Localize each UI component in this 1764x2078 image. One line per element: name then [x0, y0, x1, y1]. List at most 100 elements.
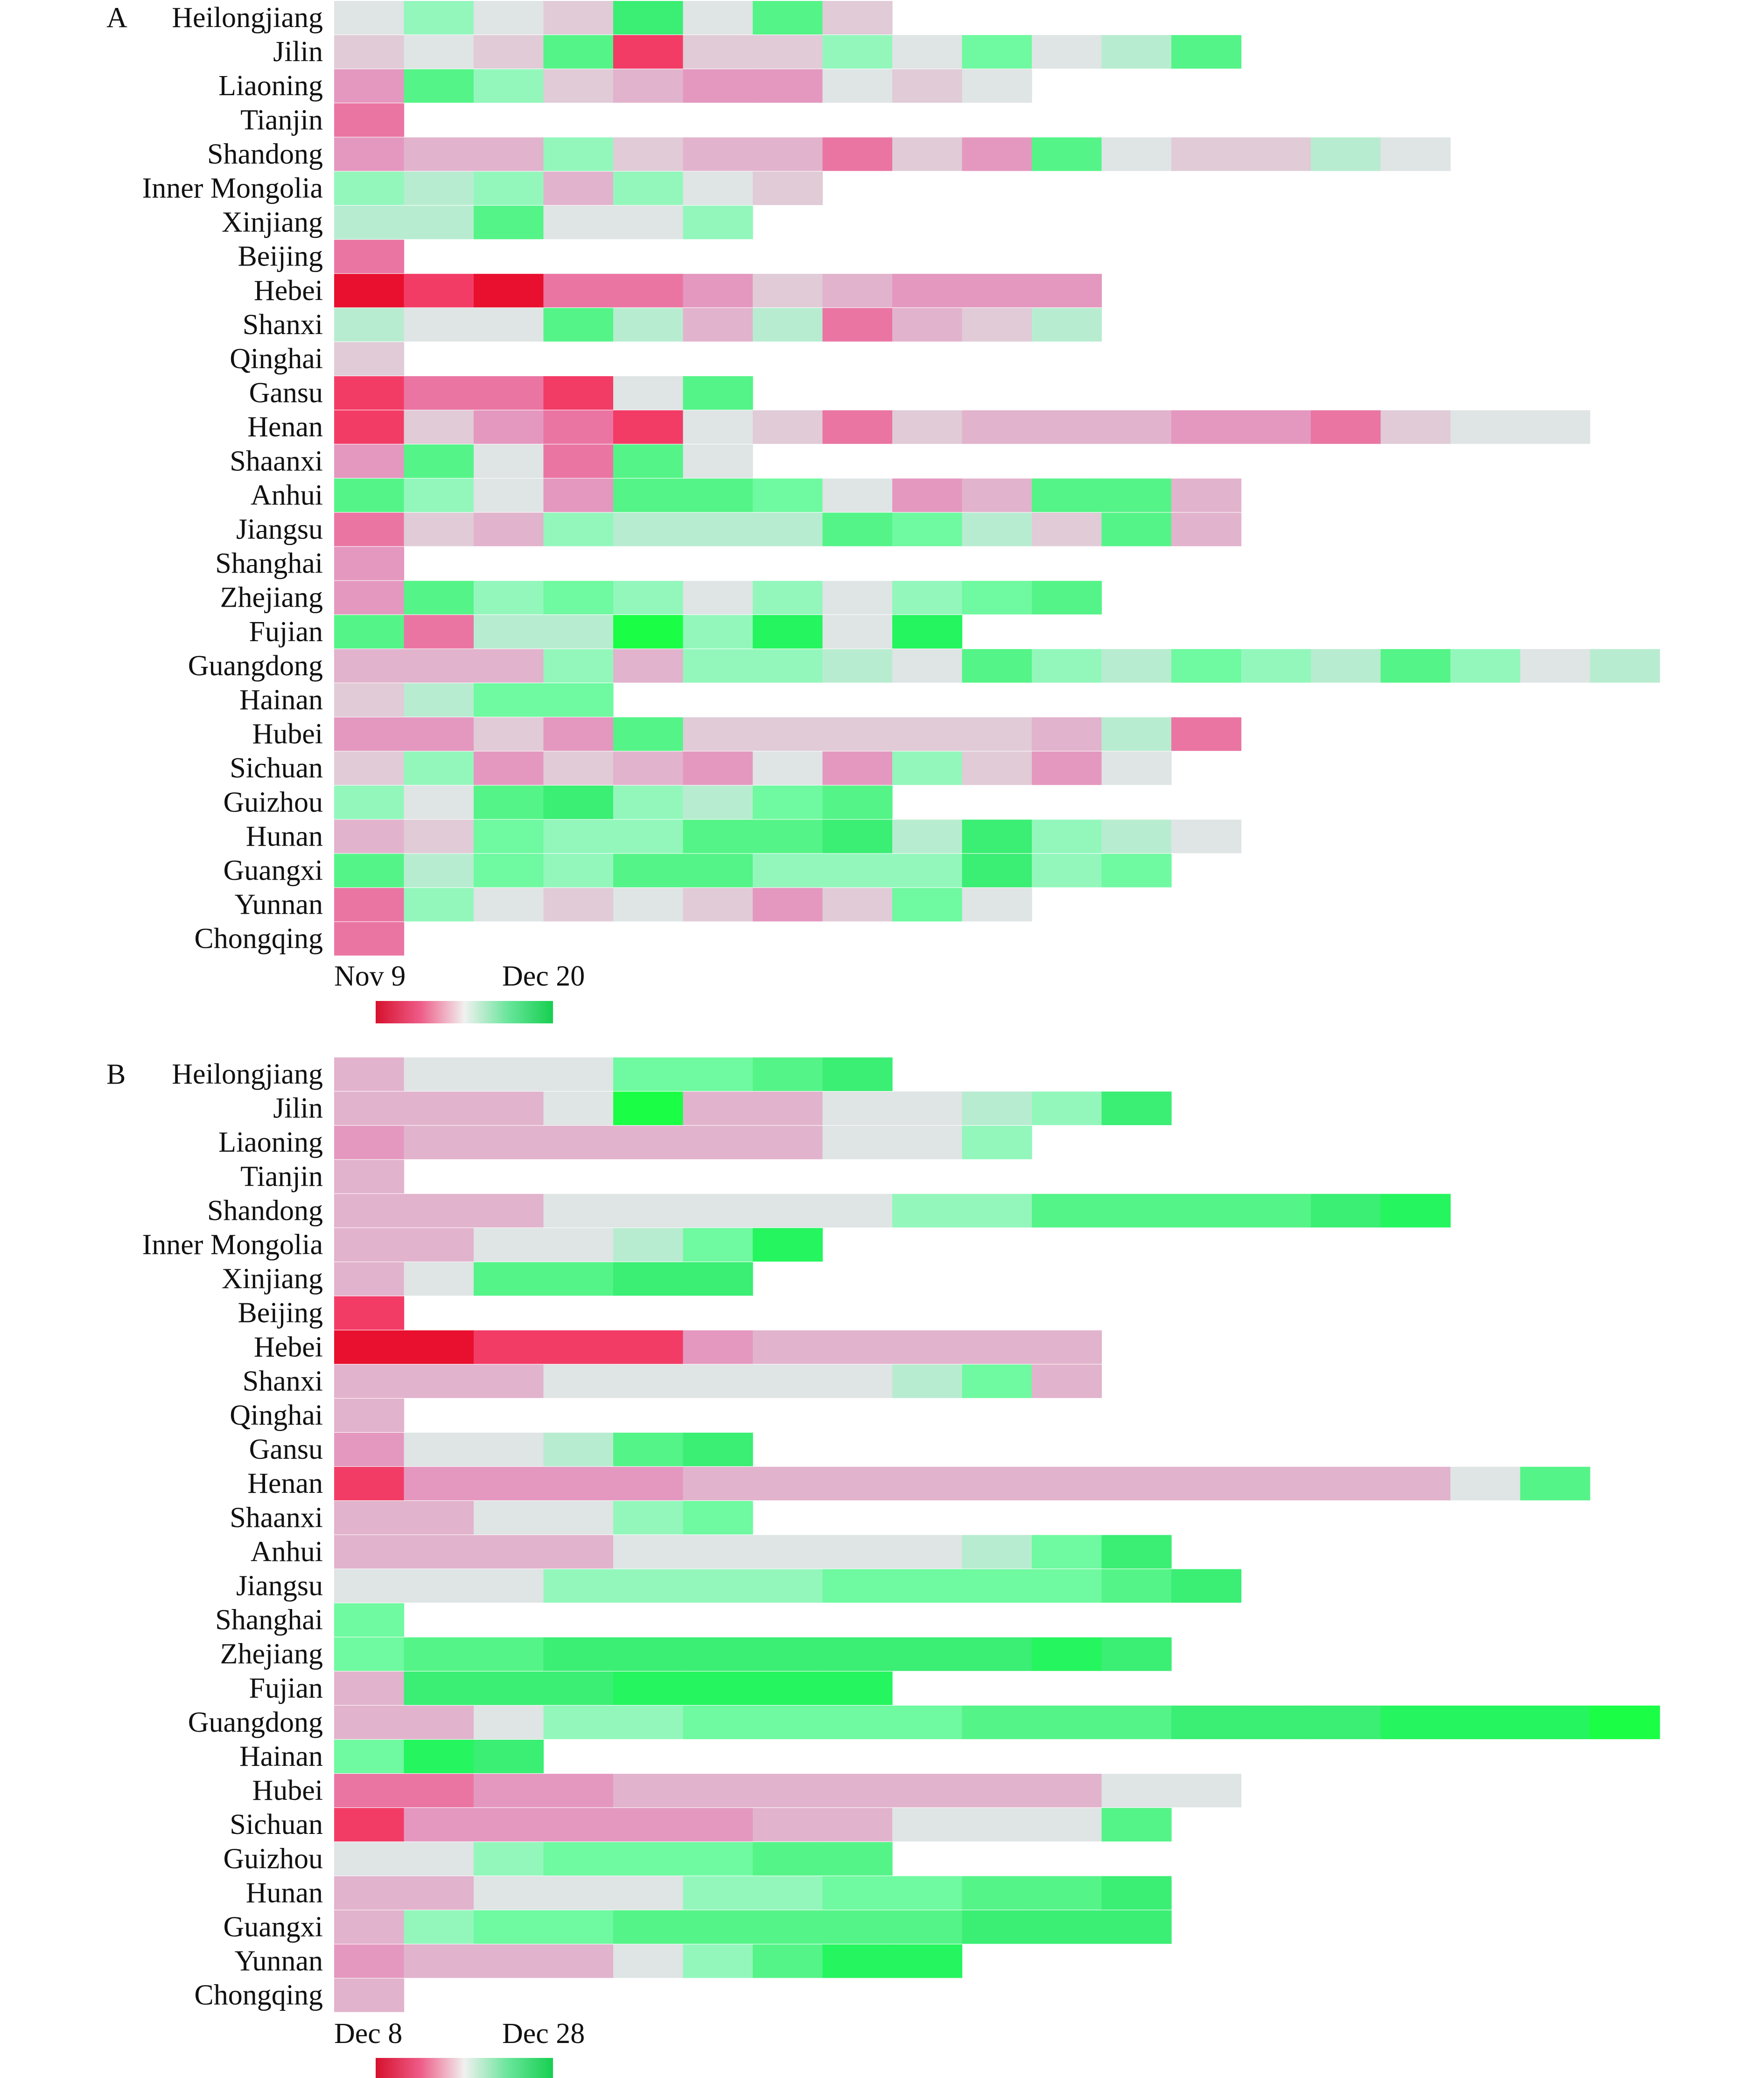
heatmap-cell [822, 581, 893, 615]
heatmap-cell [404, 410, 474, 444]
heatmap-cell [334, 581, 405, 615]
heatmap-cell [543, 1262, 614, 1296]
heatmap-cell [1171, 717, 1242, 751]
heatmap-cell [1101, 751, 1172, 785]
heatmap-cell [404, 717, 474, 751]
heatmap-cell [962, 581, 1032, 615]
heatmap-cell [404, 1808, 474, 1842]
heatmap-cell [753, 1774, 823, 1808]
heatmap-cell [1101, 717, 1172, 751]
heatmap-cell [474, 1535, 544, 1569]
heatmap-cell [753, 512, 823, 546]
heatmap-cell [474, 1501, 544, 1535]
heatmap-cell [613, 1535, 684, 1569]
heatmap-cell [613, 1467, 684, 1501]
heatmap-cell [1032, 1637, 1102, 1671]
heatmap-cell [683, 854, 753, 888]
heatmap-cell [892, 1194, 963, 1228]
heatmap-row: Hubei [252, 717, 1242, 751]
province-label: Shandong [207, 138, 323, 170]
heatmap-cell [1032, 512, 1102, 546]
heatmap-cell [683, 1, 753, 35]
heatmap-cell [334, 1262, 405, 1296]
heatmap-cell [753, 1842, 823, 1876]
heatmap-cell [334, 1433, 405, 1467]
heatmap-cell [753, 410, 823, 444]
heatmap-cell [683, 1808, 753, 1842]
heatmap-cell [334, 1126, 405, 1160]
heatmap-cell [543, 410, 614, 444]
heatmap-cell [543, 1774, 614, 1808]
heatmap-cell [962, 273, 1032, 308]
heatmap-cell [613, 1671, 684, 1705]
heatmap-cell [1450, 649, 1521, 683]
heatmap-cell [1032, 1876, 1102, 1910]
heatmap-cell [613, 888, 684, 922]
heatmap-cell [683, 273, 753, 308]
heatmap-cell [404, 205, 474, 239]
heatmap-cell [683, 1774, 753, 1808]
heatmap-row: Liaoning [218, 1126, 1032, 1160]
heatmap-cell [1032, 1808, 1102, 1842]
heatmap-cell [1101, 410, 1172, 444]
heatmap-cell [962, 69, 1032, 103]
heatmap-cell [753, 1671, 823, 1705]
heatmap-cell [753, 1228, 823, 1262]
heatmap-cell [683, 512, 753, 546]
heatmap-cell [474, 478, 544, 512]
heatmap-cell [334, 1501, 405, 1535]
heatmap-cell [334, 239, 405, 273]
heatmap-cell [543, 854, 614, 888]
heatmap-cell [334, 1842, 405, 1876]
heatmap-cell [334, 137, 405, 171]
heatmap-cell [543, 1091, 614, 1126]
heatmap-cell [683, 888, 753, 922]
province-label: Heilongjiang [172, 2, 323, 34]
heatmap-cell [822, 1944, 893, 1978]
heatmap-cell [334, 342, 405, 376]
heatmap-cell [1032, 1330, 1102, 1364]
heatmap-cell [404, 376, 474, 410]
heatmap-row: Guangdong [188, 1705, 1660, 1739]
heatmap-row: Guizhou [223, 785, 893, 819]
province-label: Inner Mongolia [142, 1229, 323, 1261]
heatmap-cell [892, 581, 963, 615]
heatmap-cell [543, 1705, 614, 1739]
heatmap-cell [1241, 649, 1311, 683]
heatmap-cell [404, 819, 474, 854]
heatmap-cell [1171, 1774, 1242, 1808]
heatmap-cell [1450, 410, 1521, 444]
heatmap-cell [543, 581, 614, 615]
heatmap-row: Heilongjiang [172, 1, 893, 35]
heatmap-cell [613, 1944, 684, 1978]
province-label: Hubei [252, 718, 323, 750]
heatmap-cell [683, 1944, 753, 1978]
province-label: Hunan [246, 1877, 323, 1909]
heatmap-row: Qinghai [230, 1399, 405, 1432]
heatmap-row: Sichuan [230, 751, 1172, 785]
heatmap-cell [334, 1671, 405, 1705]
heatmap-cell [683, 581, 753, 615]
heatmap-cell [822, 1876, 893, 1910]
heatmap-cell [404, 308, 474, 342]
province-label: Zhejiang [220, 1638, 323, 1670]
heatmap-cell [543, 683, 614, 717]
heatmap-cell [683, 785, 753, 819]
heatmap-cell [962, 1535, 1032, 1569]
province-label: Shandong [207, 1195, 323, 1226]
heatmap-cell [683, 751, 753, 785]
heatmap-cell [753, 69, 823, 103]
heatmap-cell [892, 1808, 963, 1842]
heatmap-cell [892, 69, 963, 103]
heatmap-cell [543, 1910, 614, 1944]
heatmap-cell [1241, 1705, 1311, 1739]
heatmap-row: Anhui [251, 1535, 1172, 1569]
heatmap-cell [404, 1433, 474, 1467]
heatmap-cell [1101, 1774, 1172, 1808]
heatmap-cell [892, 1330, 963, 1364]
heatmap-row: Hunan [246, 819, 1242, 854]
heatmap-cell [1241, 410, 1311, 444]
heatmap-cell [613, 1, 684, 35]
heatmap-row: Guangdong [188, 649, 1660, 683]
heatmap-cell [1032, 1091, 1102, 1126]
